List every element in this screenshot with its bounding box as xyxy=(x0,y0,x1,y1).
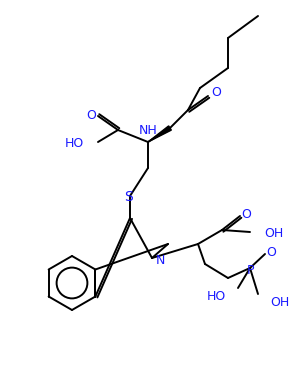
Text: S: S xyxy=(125,190,133,204)
Text: O: O xyxy=(241,208,251,221)
Text: HO: HO xyxy=(207,290,226,303)
Text: HO: HO xyxy=(65,136,84,149)
Text: OH: OH xyxy=(270,296,289,308)
Text: O: O xyxy=(211,85,221,98)
Polygon shape xyxy=(148,126,171,142)
Text: O: O xyxy=(86,108,96,121)
Text: N: N xyxy=(156,254,165,267)
Text: NH: NH xyxy=(139,123,158,136)
Text: P: P xyxy=(247,264,255,277)
Text: O: O xyxy=(266,246,276,259)
Text: OH: OH xyxy=(264,226,283,239)
